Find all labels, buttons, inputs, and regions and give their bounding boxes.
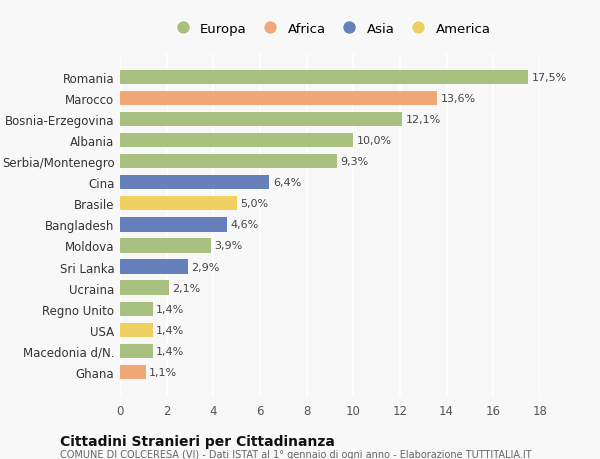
Text: 6,4%: 6,4% <box>273 178 301 188</box>
Text: 2,1%: 2,1% <box>173 283 201 293</box>
Bar <box>120 91 437 106</box>
Text: 1,4%: 1,4% <box>156 325 184 335</box>
Text: 1,4%: 1,4% <box>156 304 184 314</box>
Bar <box>120 71 529 85</box>
Text: 1,4%: 1,4% <box>156 346 184 356</box>
Bar <box>120 176 269 190</box>
Bar <box>120 197 236 211</box>
Bar <box>120 302 152 316</box>
Text: 13,6%: 13,6% <box>441 94 476 104</box>
Bar <box>120 218 227 232</box>
Text: 2,9%: 2,9% <box>191 262 220 272</box>
Text: 5,0%: 5,0% <box>240 199 268 209</box>
Bar <box>120 155 337 169</box>
Text: COMUNE DI COLCERESA (VI) - Dati ISTAT al 1° gennaio di ogni anno - Elaborazione : COMUNE DI COLCERESA (VI) - Dati ISTAT al… <box>60 449 532 459</box>
Bar <box>120 112 403 127</box>
Legend: Europa, Africa, Asia, America: Europa, Africa, Asia, America <box>164 17 496 41</box>
Bar <box>120 365 146 379</box>
Text: 4,6%: 4,6% <box>231 220 259 230</box>
Bar <box>120 281 169 295</box>
Text: 12,1%: 12,1% <box>406 115 441 125</box>
Text: Cittadini Stranieri per Cittadinanza: Cittadini Stranieri per Cittadinanza <box>60 434 335 448</box>
Text: 9,3%: 9,3% <box>341 157 369 167</box>
Bar <box>120 260 188 274</box>
Bar <box>120 239 211 253</box>
Text: 3,9%: 3,9% <box>215 241 243 251</box>
Text: 1,1%: 1,1% <box>149 367 177 377</box>
Bar <box>120 134 353 148</box>
Text: 10,0%: 10,0% <box>357 136 392 146</box>
Bar <box>120 323 152 337</box>
Bar <box>120 344 152 358</box>
Text: 17,5%: 17,5% <box>532 73 567 83</box>
